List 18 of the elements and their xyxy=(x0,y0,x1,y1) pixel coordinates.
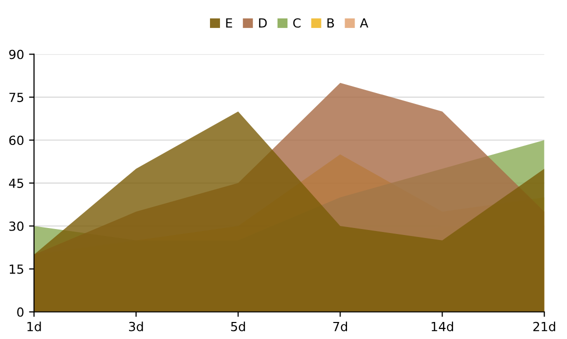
y-tick-label: 45 xyxy=(9,178,24,188)
y-tick-label: 15 xyxy=(10,264,24,274)
x-tick-label: 3d xyxy=(129,322,143,332)
legend-label: D xyxy=(259,18,267,28)
x-tick-label: 5d xyxy=(231,322,245,332)
legend-label: E xyxy=(226,18,232,28)
legend-label: A xyxy=(360,18,368,28)
y-tick-label: 0 xyxy=(17,307,24,317)
y-tick-label: 75 xyxy=(9,92,24,102)
x-tick-label: 21d xyxy=(533,322,556,332)
y-tick-label: 30 xyxy=(9,221,24,231)
legend-label: C xyxy=(293,18,301,28)
x-tick-label: 14d xyxy=(432,322,454,332)
y-tick-label: 90 xyxy=(9,50,24,60)
legend-label: B xyxy=(327,18,334,28)
y-tick-label: 60 xyxy=(9,136,24,146)
x-tick-label: 1d xyxy=(27,322,41,332)
x-tick-label: 7d xyxy=(333,322,348,332)
